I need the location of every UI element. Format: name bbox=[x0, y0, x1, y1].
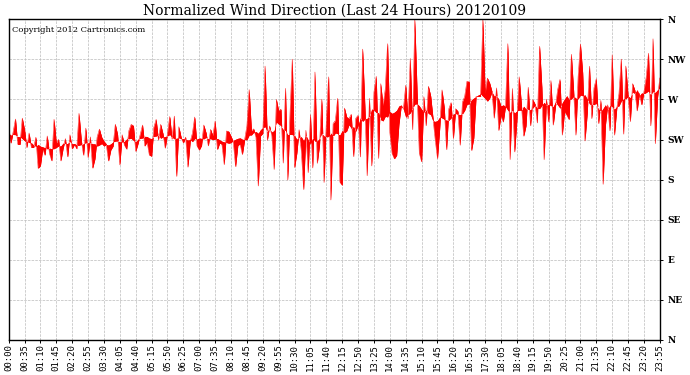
Title: Normalized Wind Direction (Last 24 Hours) 20120109: Normalized Wind Direction (Last 24 Hours… bbox=[143, 4, 526, 18]
Text: Copyright 2012 Cartronics.com: Copyright 2012 Cartronics.com bbox=[12, 26, 145, 34]
